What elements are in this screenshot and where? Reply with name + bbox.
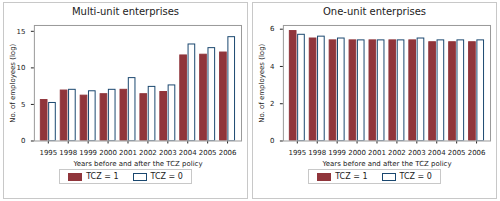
svg-text:Years before and after the TCZ: Years before and after the TCZ policy bbox=[72, 160, 202, 168]
svg-text:5: 5 bbox=[21, 101, 25, 109]
svg-text:2004: 2004 bbox=[428, 149, 446, 157]
svg-text:2006: 2006 bbox=[468, 149, 486, 157]
svg-text:15: 15 bbox=[17, 28, 26, 36]
svg-text:2006: 2006 bbox=[219, 149, 237, 157]
svg-text:No. of employees (log): No. of employees (log) bbox=[258, 43, 266, 122]
svg-text:2001: 2001 bbox=[368, 149, 386, 157]
svg-text:1999: 1999 bbox=[79, 149, 97, 157]
svg-text:2004: 2004 bbox=[179, 149, 197, 157]
svg-text:No. of employees (log): No. of employees (log) bbox=[9, 43, 17, 122]
svg-text:0: 0 bbox=[270, 137, 274, 145]
svg-text:2002: 2002 bbox=[388, 149, 406, 157]
html-text:Multi-unit enterprises: Multi-unit enterprises bbox=[72, 6, 179, 17]
svg-text:2003: 2003 bbox=[408, 149, 426, 157]
svg-text:2003: 2003 bbox=[159, 149, 177, 157]
svg-text:2: 2 bbox=[270, 100, 274, 108]
svg-text:1998: 1998 bbox=[59, 149, 77, 157]
svg-text:6: 6 bbox=[270, 25, 274, 33]
svg-text:1998: 1998 bbox=[308, 149, 326, 157]
html-text:TCZ = 1: TCZ = 1 bbox=[335, 172, 368, 182]
svg-text:2005: 2005 bbox=[448, 149, 466, 157]
svg-text:Years before and after the TCZ: Years before and after the TCZ policy bbox=[321, 160, 451, 168]
svg-text:10: 10 bbox=[17, 64, 26, 72]
html-text:TCZ = 0: TCZ = 0 bbox=[399, 172, 432, 182]
html-text:One-unit enterprises: One-unit enterprises bbox=[323, 6, 426, 17]
svg-text:2002: 2002 bbox=[139, 149, 157, 157]
html-text:TCZ = 1: TCZ = 1 bbox=[86, 172, 119, 182]
svg-text:0: 0 bbox=[21, 137, 25, 145]
svg-text:1995: 1995 bbox=[288, 149, 306, 157]
svg-text:4: 4 bbox=[270, 63, 275, 71]
html-text:TCZ = 0: TCZ = 0 bbox=[150, 172, 183, 182]
svg-text:2000: 2000 bbox=[99, 149, 117, 157]
svg-text:2000: 2000 bbox=[348, 149, 366, 157]
svg-text:1999: 1999 bbox=[328, 149, 346, 157]
svg-text:2005: 2005 bbox=[199, 149, 217, 157]
svg-text:1995: 1995 bbox=[39, 149, 57, 157]
svg-text:2001: 2001 bbox=[119, 149, 137, 157]
